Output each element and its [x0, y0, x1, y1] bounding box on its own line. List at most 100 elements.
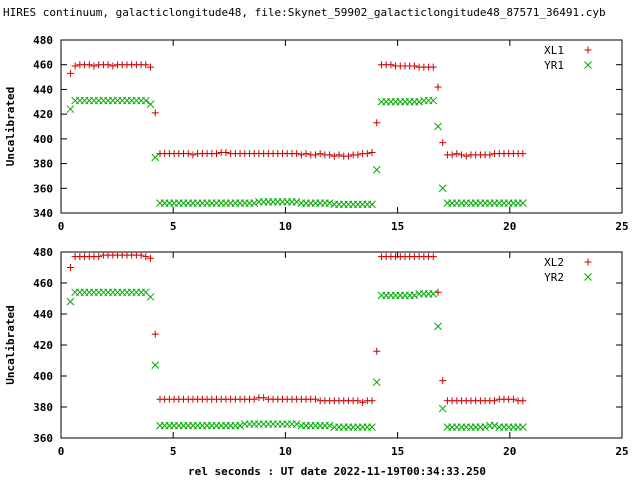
- data-point: [429, 96, 438, 105]
- data-point: [434, 83, 442, 91]
- data-point: [368, 200, 376, 209]
- y-tick-label: 480: [33, 246, 53, 259]
- data-point: [481, 423, 489, 432]
- data-point: [439, 377, 447, 385]
- data-point: [434, 122, 442, 131]
- y-tick-label: 380: [33, 401, 53, 414]
- legend-marker: [584, 273, 592, 281]
- data-point: [311, 151, 319, 159]
- data-point: [330, 152, 338, 160]
- data-point: [213, 150, 221, 158]
- data-point: [147, 254, 155, 262]
- data-point: [448, 151, 456, 159]
- data-point: [518, 199, 527, 207]
- chart-panel-1: 0 5 10 15 20 25 340 360 380 400 420 440 460 480 Uncali…: [4, 34, 629, 233]
- x-tick-label: 20: [503, 445, 516, 458]
- legend-marker: [584, 258, 592, 266]
- y-tick-label: 340: [33, 207, 53, 220]
- data-point: [387, 61, 395, 69]
- x-tick-label: 0: [58, 445, 65, 458]
- legend-label: XL2: [544, 256, 564, 269]
- data-point: [486, 151, 494, 159]
- data-point: [151, 153, 160, 162]
- data-point: [146, 100, 155, 109]
- data-point: [490, 421, 499, 430]
- y-tick-label: 400: [33, 133, 53, 146]
- data-point: [368, 148, 376, 156]
- data-point: [368, 423, 376, 432]
- data-point: [260, 394, 268, 402]
- data-point: [438, 184, 447, 193]
- data-point: [438, 404, 447, 413]
- data-point: [151, 109, 159, 117]
- x-tick-label: 15: [391, 445, 404, 458]
- data-point: [85, 61, 93, 69]
- data-point: [410, 291, 419, 300]
- series-xl1: [66, 61, 527, 160]
- data-point: [368, 397, 376, 405]
- data-point: [66, 69, 74, 77]
- data-point: [250, 395, 258, 403]
- data-point: [90, 62, 98, 70]
- data-point: [519, 397, 527, 405]
- data-point: [292, 198, 301, 206]
- x-tick-label: 20: [503, 220, 516, 233]
- data-point: [410, 62, 418, 70]
- data-point: [335, 151, 343, 159]
- x-tick-label: 25: [615, 445, 628, 458]
- data-point: [354, 151, 362, 159]
- series-xl2: [66, 251, 527, 406]
- y-tick-label: 400: [33, 370, 53, 383]
- data-point: [439, 139, 447, 147]
- data-point: [95, 253, 103, 261]
- data-point: [71, 62, 79, 70]
- data-point: [415, 97, 423, 106]
- data-point: [142, 253, 150, 261]
- plot-frame: [60, 39, 623, 214]
- y-tick-label: 420: [33, 339, 53, 352]
- data-point: [373, 347, 381, 355]
- data-point: [316, 150, 324, 158]
- plot-frame: [60, 251, 623, 439]
- x-tick-label: 10: [279, 220, 292, 233]
- data-point: [462, 152, 470, 160]
- legend-label: YR1: [544, 59, 564, 72]
- legend-label: YR2: [544, 271, 564, 284]
- data-point: [344, 152, 352, 160]
- data-point: [372, 378, 381, 387]
- data-point: [372, 165, 381, 174]
- y-tick-label: 440: [33, 308, 53, 321]
- data-point: [373, 119, 381, 127]
- x-tick-label: 5: [170, 220, 177, 233]
- y-tick-label: 420: [33, 108, 53, 121]
- data-point: [325, 421, 334, 430]
- data-point: [66, 105, 75, 114]
- data-point: [434, 322, 442, 331]
- chart-panel-2: 0 5 10 15 20 25 360 380 400 420 440 460 480 Uncalibra…: [4, 246, 629, 458]
- data-point: [250, 199, 259, 207]
- y-tick-label: 440: [33, 83, 53, 96]
- data-point: [363, 150, 371, 158]
- data-point: [297, 151, 305, 159]
- data-point: [184, 150, 192, 158]
- x-tick-label: 15: [391, 220, 404, 233]
- data-point: [189, 151, 197, 159]
- legend-marker: [584, 61, 592, 69]
- data-point: [434, 288, 442, 296]
- y-tick-label: 460: [33, 277, 53, 290]
- series-yr1: [66, 96, 527, 209]
- data-point: [325, 199, 334, 207]
- data-point: [104, 61, 112, 69]
- y-axis-label: Uncalibrated: [4, 87, 17, 166]
- data-point: [236, 421, 244, 430]
- data-point: [458, 151, 466, 159]
- x-tick-label: 5: [170, 445, 177, 458]
- data-point: [311, 395, 319, 403]
- y-axis-label: Uncalibrated: [4, 305, 17, 384]
- x-axis-label: rel seconds : UT date 2022-11-19T00:34:3…: [188, 465, 486, 478]
- data-point: [292, 420, 301, 428]
- data-point: [66, 264, 74, 271]
- y-tick-label: 480: [33, 34, 53, 47]
- figure-title: HIRES continuum, galacticlongitude48, fi…: [3, 6, 606, 19]
